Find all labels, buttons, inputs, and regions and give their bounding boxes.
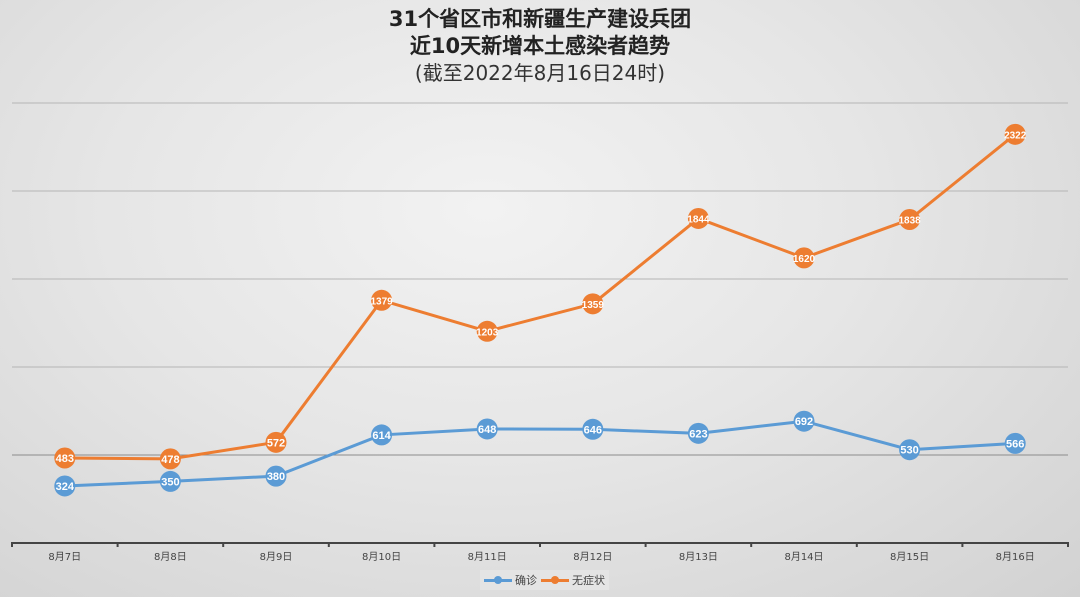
svg-text:530: 530 — [900, 445, 918, 457]
asymptomatic-data-point[interactable]: 1359 — [582, 293, 605, 315]
confirmed-line-marker-icon — [484, 575, 512, 584]
svg-text:648: 648 — [478, 424, 496, 436]
confirmed-data-point[interactable]: 324 — [54, 475, 76, 497]
confirmed-data-point[interactable]: 350 — [159, 470, 181, 492]
svg-text:478: 478 — [161, 454, 179, 466]
confirmed-data-point[interactable]: 614 — [371, 424, 393, 446]
confirmed-data-point[interactable]: 566 — [1004, 432, 1026, 454]
x-tick-label: 8月10日 — [362, 551, 401, 563]
svg-text:692: 692 — [795, 416, 813, 428]
svg-text:380: 380 — [267, 471, 285, 483]
svg-text:1359: 1359 — [582, 300, 605, 311]
legend: 确诊 无症状 — [480, 570, 609, 590]
svg-text:350: 350 — [161, 476, 179, 488]
legend-item-asymptomatic[interactable]: 无症状 — [541, 572, 605, 588]
asymptomatic-series-line — [64, 133, 1017, 461]
asymptomatic-data-point[interactable]: 1203 — [476, 320, 499, 342]
asymptomatic-data-point[interactable]: 478 — [159, 448, 181, 470]
x-tick-label: 8月9日 — [260, 551, 293, 563]
svg-text:324: 324 — [56, 481, 75, 493]
legend-label-asymptomatic: 无症状 — [572, 574, 605, 587]
legend-label-confirmed: 确诊 — [515, 574, 537, 587]
asymptomatic-data-point[interactable]: 483 — [54, 447, 76, 469]
asymptomatic-data-point[interactable]: 2322 — [1004, 123, 1027, 145]
confirmed-data-point[interactable]: 648 — [476, 418, 498, 440]
asymptomatic-data-point[interactable]: 1620 — [793, 247, 816, 269]
svg-text:614: 614 — [372, 430, 391, 442]
svg-text:623: 623 — [689, 428, 707, 440]
svg-text:566: 566 — [1006, 438, 1024, 450]
asymptomatic-line-marker-icon — [541, 575, 569, 584]
svg-text:646: 646 — [584, 424, 602, 436]
confirmed-data-point[interactable]: 530 — [899, 439, 921, 461]
svg-text:1844: 1844 — [687, 214, 710, 225]
x-tick-label: 8月7日 — [48, 551, 81, 563]
legend-item-confirmed[interactable]: 确诊 — [484, 572, 537, 588]
confirmed-data-point[interactable]: 646 — [582, 418, 604, 440]
confirmed-series-line — [64, 419, 1016, 488]
asymptomatic-data-point[interactable]: 1379 — [370, 289, 393, 311]
confirmed-data-point[interactable]: 380 — [265, 465, 287, 487]
x-tick-label: 8月8日 — [154, 551, 187, 563]
svg-text:1203: 1203 — [476, 327, 499, 338]
x-tick-label: 8月15日 — [890, 551, 929, 563]
x-tick-label: 8月16日 — [996, 551, 1035, 563]
title-line-2: 近10天新增本土感染者趋势 — [409, 34, 671, 58]
confirmed-data-point[interactable]: 692 — [793, 410, 815, 432]
title-line-3: (截至2022年8月16日24时) — [414, 61, 666, 85]
confirmed-data-point[interactable]: 623 — [687, 422, 709, 444]
chart-title: 31个省区市和新疆生产建设兵团 近10天新增本土感染者趋势 (截至2022年8月… — [0, 6, 1080, 86]
x-tick-label: 8月14日 — [784, 551, 823, 563]
x-tick-label: 8月12日 — [573, 551, 612, 563]
asymptomatic-data-point[interactable]: 1844 — [687, 207, 710, 229]
x-tick-label: 8月11日 — [468, 551, 507, 563]
svg-text:1838: 1838 — [898, 216, 921, 227]
asymptomatic-data-point[interactable]: 572 — [265, 431, 287, 453]
svg-text:1620: 1620 — [793, 254, 816, 265]
svg-text:572: 572 — [267, 437, 285, 449]
svg-text:1379: 1379 — [370, 296, 393, 307]
title-line-1: 31个省区市和新疆生产建设兵团 — [388, 7, 692, 31]
svg-text:2322: 2322 — [1004, 130, 1027, 141]
x-tick-label: 8月13日 — [679, 551, 718, 563]
svg-text:483: 483 — [56, 453, 74, 465]
asymptomatic-data-point[interactable]: 1838 — [898, 209, 921, 231]
